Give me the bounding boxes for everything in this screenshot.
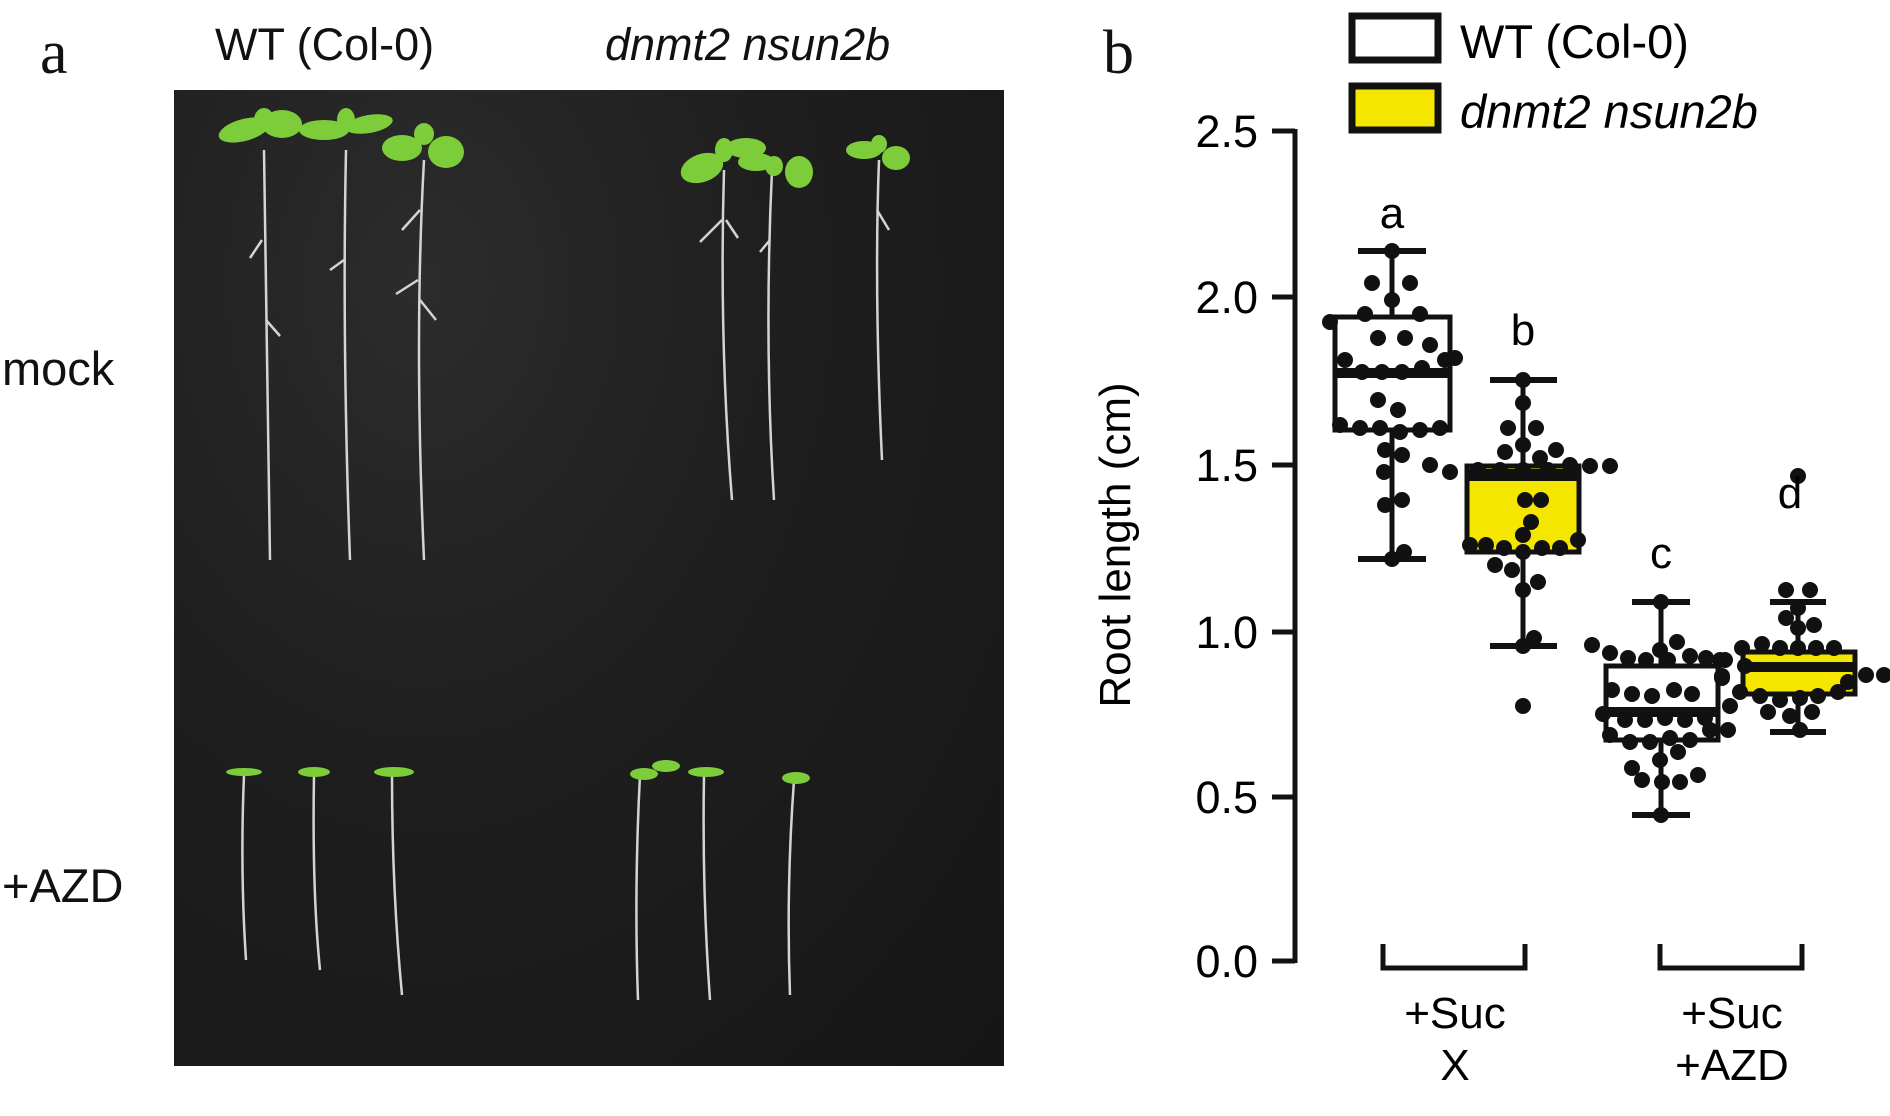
group-label-1-line2: X: [1440, 1041, 1469, 1090]
roots: [241, 149, 891, 1001]
y-tick-2.0: 2.0: [1195, 272, 1258, 323]
panel-b-letter: b: [1103, 19, 1134, 87]
y-axis: [1272, 128, 1298, 964]
y-axis-label: Root length (cm): [1091, 382, 1140, 707]
column-label-mutant: dnmt2 nsun2b: [605, 19, 891, 70]
column-label-wt: WT (Col-0): [215, 19, 435, 70]
x-group-labels: +Suc X +Suc +AZD: [1404, 989, 1789, 1090]
y-tick-0.5: 0.5: [1195, 772, 1258, 823]
y-tick-2.5: 2.5: [1195, 106, 1258, 157]
group-label-2-line1: +Suc: [1681, 989, 1783, 1038]
row-label-mock: mock: [2, 342, 115, 395]
sig-letter-a: a: [1380, 189, 1405, 238]
box-mutant-suc: [1464, 377, 1582, 649]
sig-letter-c: c: [1650, 529, 1672, 578]
panel-a-letter: a: [40, 19, 68, 87]
legend-label-mutant: dnmt2 nsun2b: [1460, 85, 1758, 138]
significance-letters: a b c d: [1380, 189, 1802, 578]
group-label-2-line2: +AZD: [1675, 1041, 1789, 1090]
y-tick-1.0: 1.0: [1195, 607, 1258, 658]
row-label-azd: +AZD: [2, 859, 124, 912]
sig-letter-d: d: [1778, 469, 1802, 518]
group-brackets: [1380, 944, 1805, 971]
leaves: [218, 108, 910, 784]
seedling-photo: [174, 90, 1004, 1066]
sig-letter-b: b: [1511, 306, 1535, 355]
y-tick-1.5: 1.5: [1195, 440, 1258, 491]
seedlings-illustration: [218, 108, 910, 1001]
y-tick-0.0: 0.0: [1195, 936, 1258, 987]
legend-label-wt: WT (Col-0): [1460, 15, 1689, 68]
data-points: [1322, 243, 1890, 823]
legend-swatch-mutant: [1348, 82, 1442, 134]
legend: WT (Col-0) dnmt2 nsun2b: [1348, 12, 1758, 138]
y-tick-labels: 2.5 2.0 1.5 1.0 0.5 0.0: [1195, 106, 1258, 987]
group-label-1-line1: +Suc: [1404, 989, 1506, 1038]
legend-swatch-wt: [1348, 12, 1442, 64]
